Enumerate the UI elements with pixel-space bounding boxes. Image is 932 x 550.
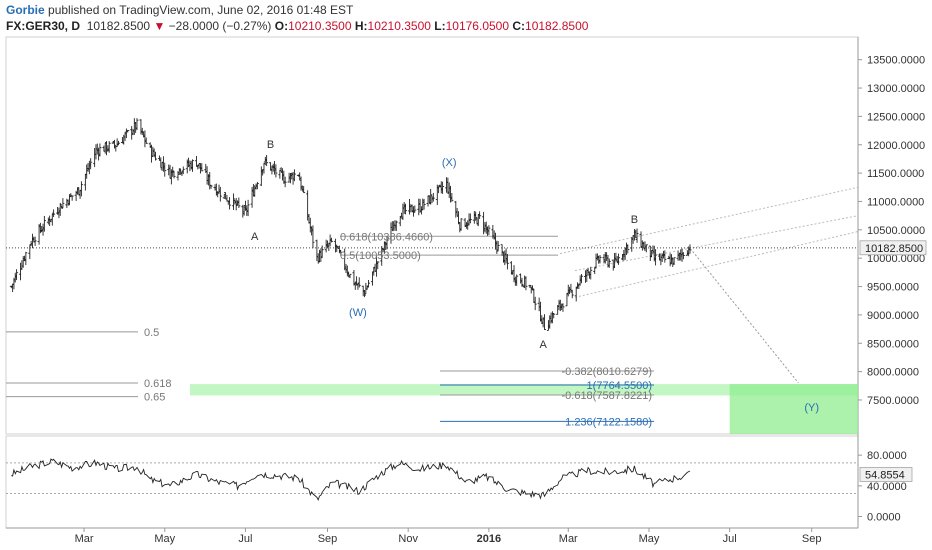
time-axis-label: Mar — [75, 533, 94, 545]
channel-line — [574, 215, 859, 272]
fib-label: 0.5 — [144, 327, 159, 339]
fib-label: 1.236(7122.1580) — [565, 416, 652, 428]
rsi-axis[interactable]: 80.0000 40.0000 0.0000 — [858, 450, 907, 524]
projection-line — [692, 251, 799, 384]
price-axis-label: 11000.0000 — [867, 196, 924, 208]
time-axis-label: Sep — [318, 533, 338, 545]
open-value: 10210.3500 — [288, 19, 352, 33]
fib-label: 0.65 — [144, 392, 165, 404]
price-channel — [559, 186, 859, 384]
rsi-indicator — [6, 458, 858, 501]
price-axis-label: 9000.0000 — [867, 310, 919, 322]
high-label: H: — [354, 19, 368, 33]
fib-label: 1(7764.5500) — [587, 380, 652, 392]
price-tag-value: 10182.8500 — [865, 243, 923, 255]
time-axis[interactable]: Mar May Jul Sep Nov 2016 Mar May Jul Sep — [75, 528, 822, 545]
price-axis[interactable]: 13500.0000 13000.0000 12500.0000 12000.0000… — [858, 55, 925, 407]
fibonacci-labels: 0.618(10386.4660) 0.5(10053.5000) 0.5 0.… — [144, 231, 652, 428]
price-axis-label: 12000.0000 — [867, 140, 925, 152]
price-axis-label: 12500.0000 — [867, 111, 925, 123]
open-label: O: — [274, 19, 289, 33]
rsi-line — [11, 458, 691, 501]
price-axis-label: 13000.0000 — [867, 83, 925, 95]
wave-label-a: A — [251, 231, 259, 243]
fib-label: 0.618(10386.4660) — [340, 231, 433, 243]
time-axis-label: Mar — [559, 533, 578, 545]
last-price: 10182.8500 — [86, 19, 151, 33]
price-axis-label: 10000.0000 — [867, 253, 925, 265]
price-change: −28.0000 (−0.27%) — [168, 19, 272, 33]
time-axis-label: Jul — [238, 533, 252, 545]
price-axis-label: 10500.0000 — [867, 225, 925, 237]
rsi-value-tag: 54.8554 — [859, 467, 913, 482]
symbol-name: FX:GER30, D — [6, 19, 81, 33]
wave-label-b: B — [267, 139, 274, 151]
rsi-pane-frame — [5, 435, 859, 529]
close-label: C: — [512, 19, 526, 33]
fibonacci-levels — [6, 235, 654, 422]
symbol-legend: FX:GER30, D 10182.8500 ▼ −28.0000 (−0.27… — [6, 19, 588, 33]
channel-line — [574, 231, 859, 298]
wave-label-w: (W) — [349, 307, 367, 319]
target-zone — [190, 384, 858, 396]
price-axis-label: 13500.0000 — [867, 55, 925, 67]
fib-label: -0.382(8010.6279) — [561, 366, 652, 378]
time-axis-label: Sep — [802, 533, 822, 545]
channel-line — [559, 186, 859, 255]
rsi-tag-value: 54.8554 — [865, 469, 905, 481]
wave-labels: A B (W) (X) A B (Y) — [251, 139, 819, 414]
low-value: 10176.0500 — [445, 19, 510, 33]
price-tag: 10182.8500 — [859, 240, 927, 256]
rsi-axis-label: 0.0000 — [867, 512, 901, 524]
wave-label-a: A — [539, 339, 547, 351]
price-axis-label: 11500.0000 — [867, 168, 924, 180]
price-axis-label: 9500.0000 — [867, 282, 919, 294]
price-axis-label: 7500.0000 — [867, 395, 919, 407]
time-axis-label: May — [639, 533, 660, 545]
publish-info: Gorbie published on TradingView.com, Jun… — [6, 3, 353, 17]
fib-label: -0.618(7587.8221) — [561, 390, 652, 402]
published-text: published on TradingView.com, June 02, 2… — [48, 3, 354, 17]
fib-label: 0.618 — [144, 378, 172, 390]
close-value: 10182.8500 — [525, 19, 589, 33]
wave-label-b: B — [631, 214, 638, 226]
time-axis-label: May — [154, 533, 175, 545]
ohlc-bars — [9, 118, 692, 331]
time-axis-label: Jul — [723, 533, 737, 545]
triangle-down-icon: ▼ — [153, 19, 166, 33]
high-value: 10210.3500 — [367, 19, 431, 33]
time-axis-label: 2016 — [477, 533, 501, 545]
time-axis-label: Nov — [398, 533, 418, 545]
low-label: L: — [434, 19, 446, 33]
target-zone-box — [729, 384, 858, 434]
rsi-axis-label: 80.0000 — [867, 450, 907, 462]
fib-label: 0.5(10053.5000) — [340, 250, 421, 262]
price-axis-label: 8000.0000 — [867, 367, 919, 379]
rsi-axis-label: 40.0000 — [867, 481, 907, 493]
author-name[interactable]: Gorbie — [6, 3, 45, 17]
price-axis-label: 8500.0000 — [867, 338, 919, 350]
wave-label-y: (Y) — [804, 402, 819, 414]
wave-label-x: (X) — [442, 157, 457, 169]
